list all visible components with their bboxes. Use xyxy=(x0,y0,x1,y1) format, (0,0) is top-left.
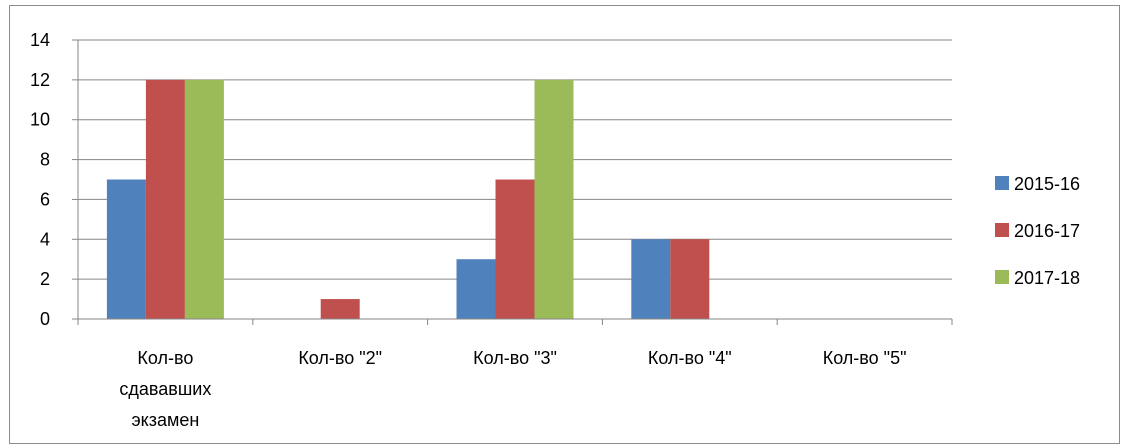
bar-2015-16-3 xyxy=(456,259,496,319)
legend-label: 2017-18 xyxy=(1014,268,1080,288)
x-category-label: Кол-во "2" xyxy=(298,348,382,368)
bar-2015-16-1 xyxy=(106,179,146,319)
bar-2017-18-3 xyxy=(534,79,574,319)
y-tick-label: 2 xyxy=(40,269,50,289)
x-category-label: Кол-во "3" xyxy=(473,348,557,368)
x-category-label: сдававших xyxy=(119,379,211,399)
y-tick-label: 0 xyxy=(40,309,50,329)
legend-swatch-2017-18 xyxy=(995,270,1009,284)
bar-2016-17-2 xyxy=(320,299,360,319)
x-category-label: Кол-во xyxy=(137,348,193,368)
y-tick-label: 8 xyxy=(40,150,50,170)
bar-2016-17-3 xyxy=(495,179,535,319)
legend-label: 2015-16 xyxy=(1014,174,1080,194)
x-category-label: экзамен xyxy=(131,410,199,430)
legend-label: 2016-17 xyxy=(1014,221,1080,241)
y-tick-label: 4 xyxy=(40,229,50,249)
bar-2017-18-1 xyxy=(184,79,224,319)
y-tick-label: 12 xyxy=(30,70,50,90)
legend-swatch-2016-17 xyxy=(995,223,1009,237)
x-category-label: Кол-во "5" xyxy=(823,348,907,368)
y-tick-label: 10 xyxy=(30,110,50,130)
x-category-label: Кол-во "4" xyxy=(648,348,732,368)
bar-2016-17-1 xyxy=(145,79,185,319)
bar-2016-17-4 xyxy=(670,239,710,319)
legend-swatch-2015-16 xyxy=(995,176,1009,190)
y-tick-label: 14 xyxy=(30,30,50,50)
y-tick-label: 6 xyxy=(40,189,50,209)
bar-2015-16-4 xyxy=(631,239,671,319)
